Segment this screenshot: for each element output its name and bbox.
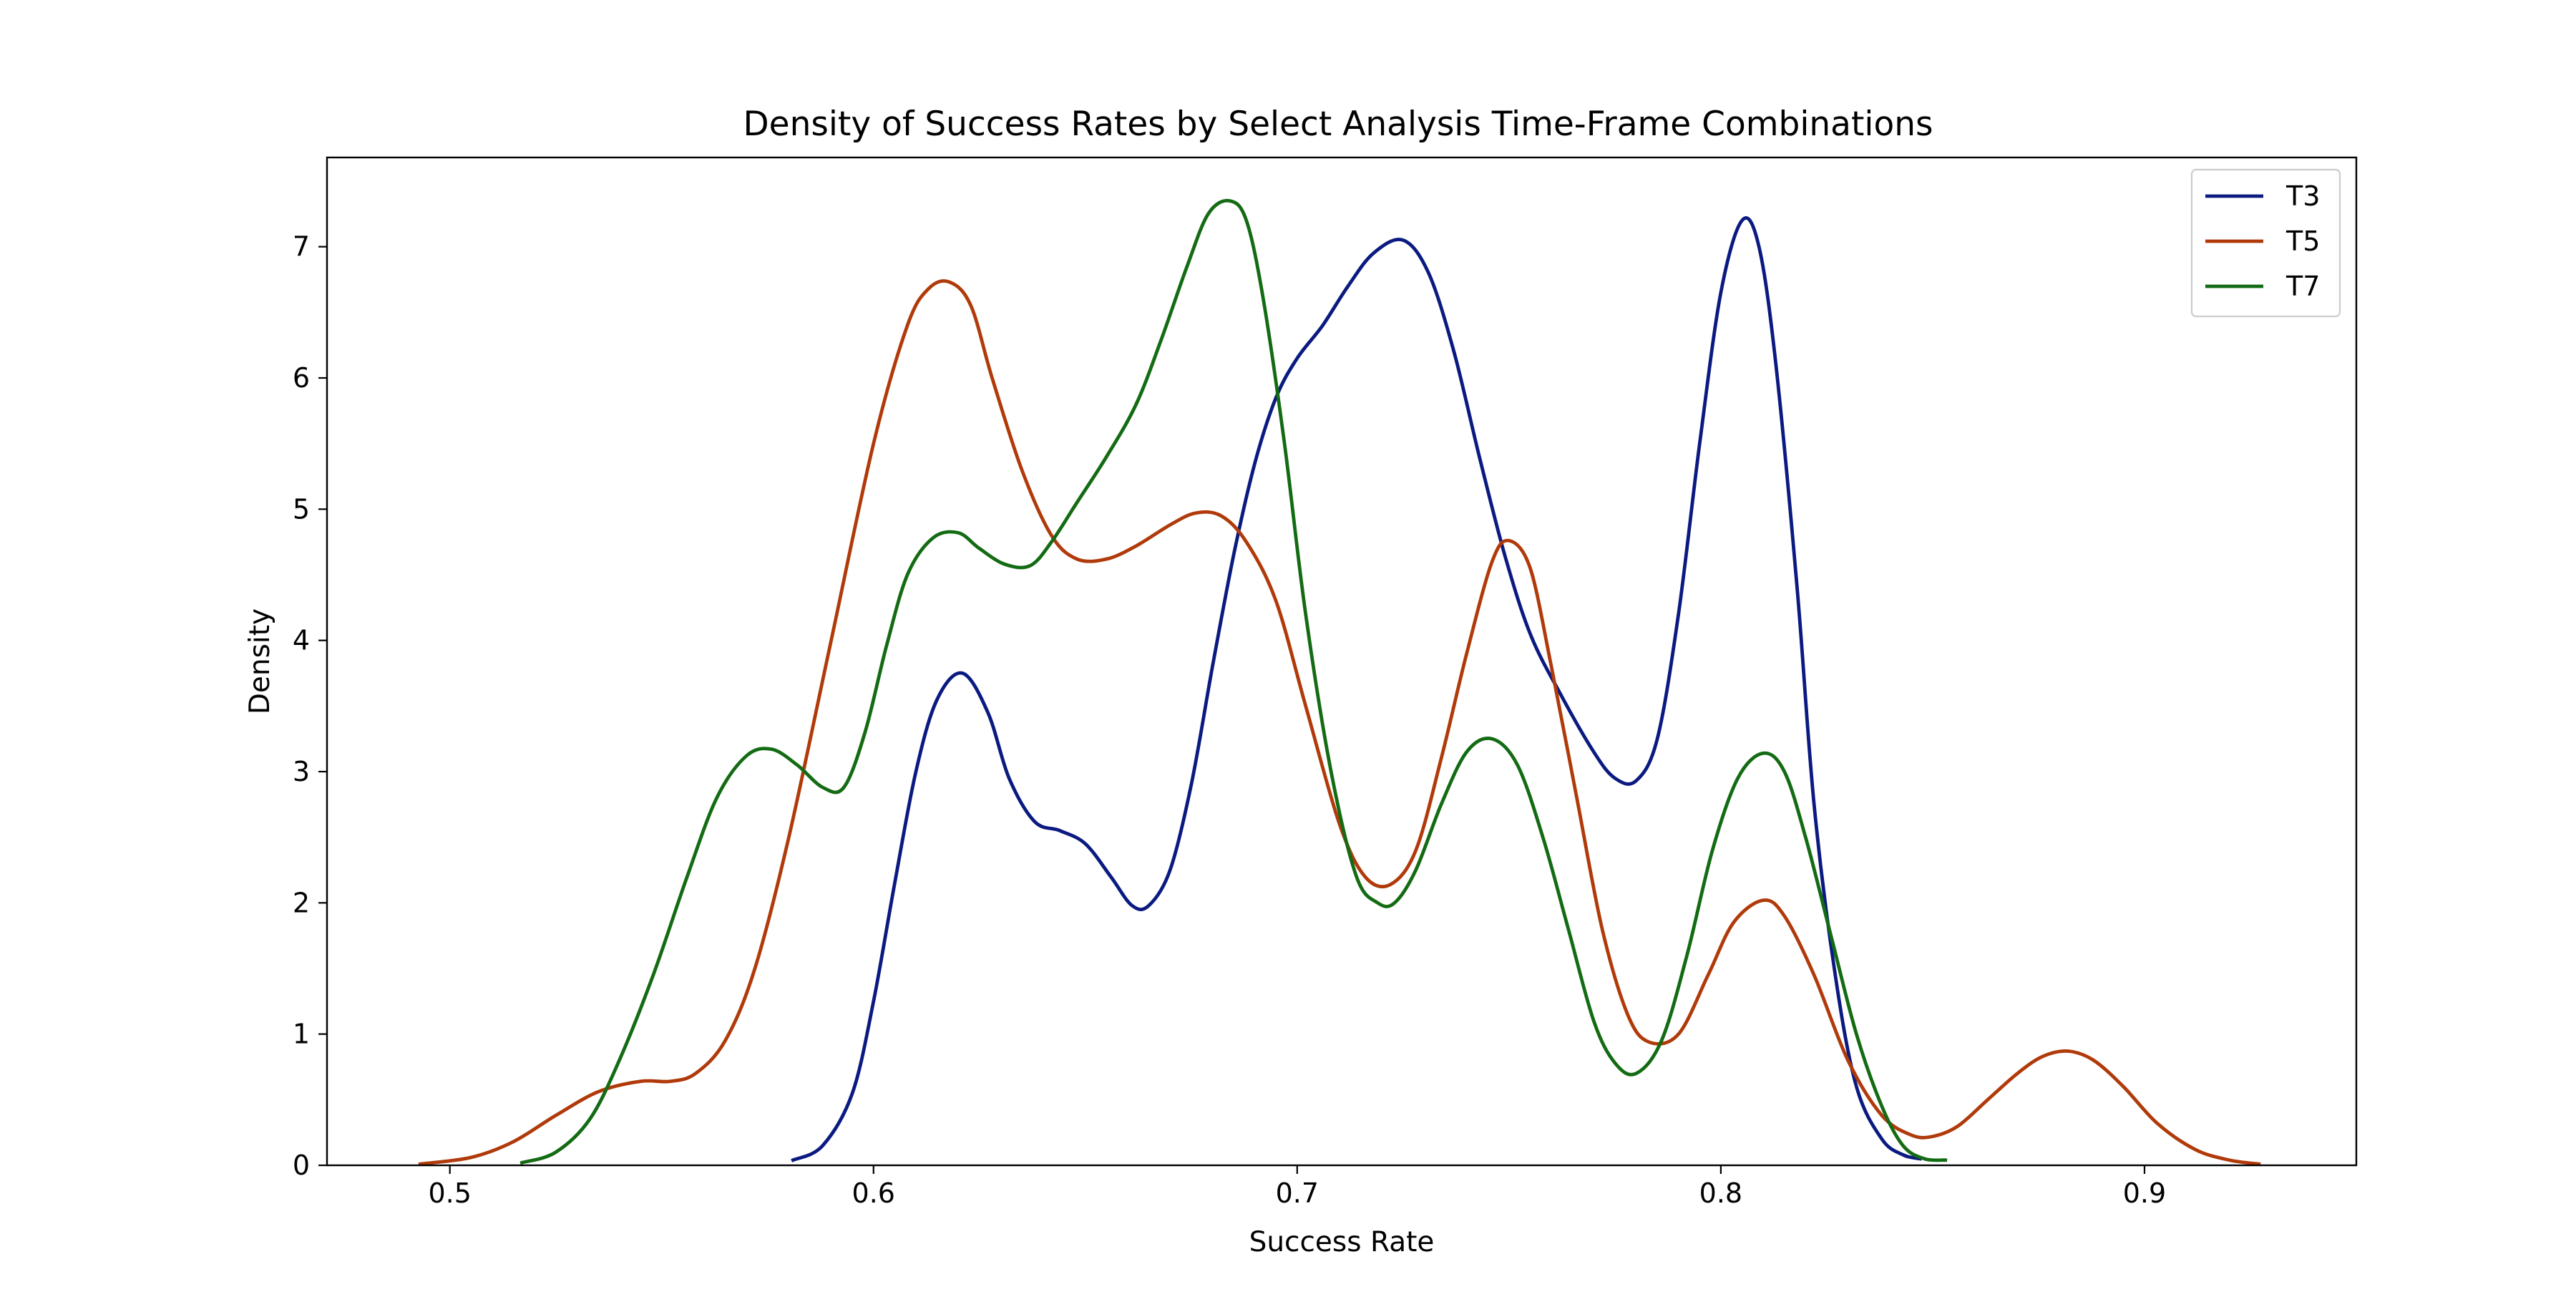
plot-frame: [326, 156, 2358, 1167]
x-axis-label: Success Rate: [1249, 1226, 1435, 1258]
legend-box: [2190, 168, 2341, 318]
y-axis-label: Density: [244, 608, 276, 714]
chart-title: Density of Success Rates by Select Analy…: [743, 105, 1933, 144]
x-axis: 0.5 0.6 0.7 0.8 0.9: [428, 1165, 2166, 1209]
y-tick-label: 7: [293, 231, 310, 263]
y-tick-label: 1: [293, 1019, 310, 1050]
y-tick-label: 2: [293, 887, 310, 918]
y-tick-label: 0: [293, 1150, 310, 1181]
x-tick-label: 0.7: [1276, 1177, 1319, 1209]
series-line-t3: [791, 216, 1923, 1162]
x-tick-label: 0.8: [1699, 1177, 1742, 1209]
series-line-t7: [519, 198, 1948, 1165]
y-tick-label: 5: [293, 493, 310, 525]
series-lines: [418, 198, 2261, 1166]
legend: T3 T5 T7: [2190, 168, 2341, 318]
x-tick-label: 0.5: [428, 1177, 471, 1209]
legend-label-t7: T7: [2285, 271, 2320, 302]
legend-label-t3: T3: [2285, 180, 2320, 212]
y-tick-label: 4: [293, 625, 310, 656]
x-tick-label: 0.9: [2123, 1177, 2166, 1209]
y-tick-label: 3: [293, 756, 310, 787]
legend-label-t5: T5: [2285, 225, 2320, 257]
series-line-t5: [418, 279, 2261, 1166]
x-tick-label: 0.6: [852, 1177, 895, 1209]
y-axis: 0 1 2 3 4 5 6 7: [293, 231, 327, 1181]
y-tick-label: 6: [293, 362, 310, 394]
